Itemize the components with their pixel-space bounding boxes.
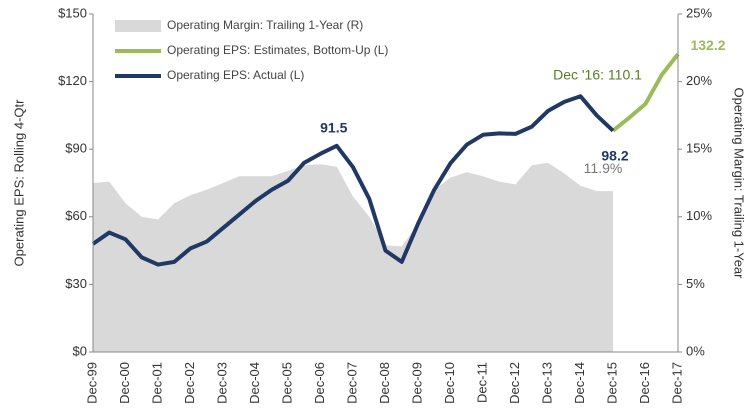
x-tick-label: Dec-07 [344, 362, 359, 404]
y-tick-label: $60 [65, 208, 87, 223]
y-tick-label: $0 [73, 343, 87, 358]
x-tick-label: Dec-17 [669, 362, 684, 404]
x-tick-label: Dec-13 [539, 362, 554, 404]
legend-label: Operating Margin: Trailing 1-Year (R) [167, 18, 363, 32]
x-tick-label: Dec-04 [247, 362, 262, 404]
x-tick-label: Dec-99 [84, 362, 99, 404]
x-tick-label: Dec-15 [604, 362, 619, 404]
data-label: 132.2 [690, 37, 725, 53]
eps-line [91, 94, 615, 267]
annotation: Dec '16: 110.1 [553, 67, 642, 83]
data-label: 98.2 [601, 147, 628, 163]
x-tick-label: Dec-08 [377, 362, 392, 404]
y-tick-label: $120 [58, 73, 87, 88]
x-tick-label: Dec-00 [117, 362, 132, 404]
y-axis-title: Operating EPS: Rolling 4-Qtr [11, 99, 26, 267]
x-tick-label: Dec-14 [572, 362, 587, 404]
margin-area [93, 162, 613, 352]
x-tick-label: Dec-01 [149, 362, 164, 404]
y2-tick-label: 20% [686, 73, 712, 88]
y2-tick-label: 5% [686, 276, 705, 291]
legend-swatch [115, 20, 161, 32]
x-tick-label: Dec-02 [182, 362, 197, 404]
x-tick-label: Dec-05 [279, 362, 294, 404]
y-tick-label: $90 [65, 141, 87, 156]
annotation: 11.9% [584, 160, 623, 176]
y2-tick-label: 25% [686, 5, 712, 20]
y2-tick-label: 15% [686, 141, 712, 156]
x-tick-label: Dec-10 [442, 362, 457, 404]
legend-label: Operating EPS: Actual (L) [167, 68, 304, 82]
y2-tick-label: 0% [686, 343, 705, 358]
x-tick-label: Dec-16 [637, 362, 652, 404]
x-tick-label: Dec-11 [474, 362, 489, 403]
y-tick-label: $30 [65, 276, 87, 291]
data-label: 91.5 [320, 120, 347, 136]
y2-tick-label: 10% [686, 208, 712, 223]
x-tick-label: Dec-03 [214, 362, 229, 404]
y2-axis-title: Operating Margin: Trailing 1-Year [732, 87, 747, 279]
y-tick-label: $150 [58, 5, 87, 20]
legend-label: Operating EPS: Estimates, Bottom-Up (L) [167, 43, 388, 57]
x-tick-label: Dec-12 [507, 362, 522, 404]
x-tick-label: Dec-09 [409, 362, 424, 404]
x-tick-label: Dec-06 [312, 362, 327, 404]
eps-line [611, 52, 680, 133]
